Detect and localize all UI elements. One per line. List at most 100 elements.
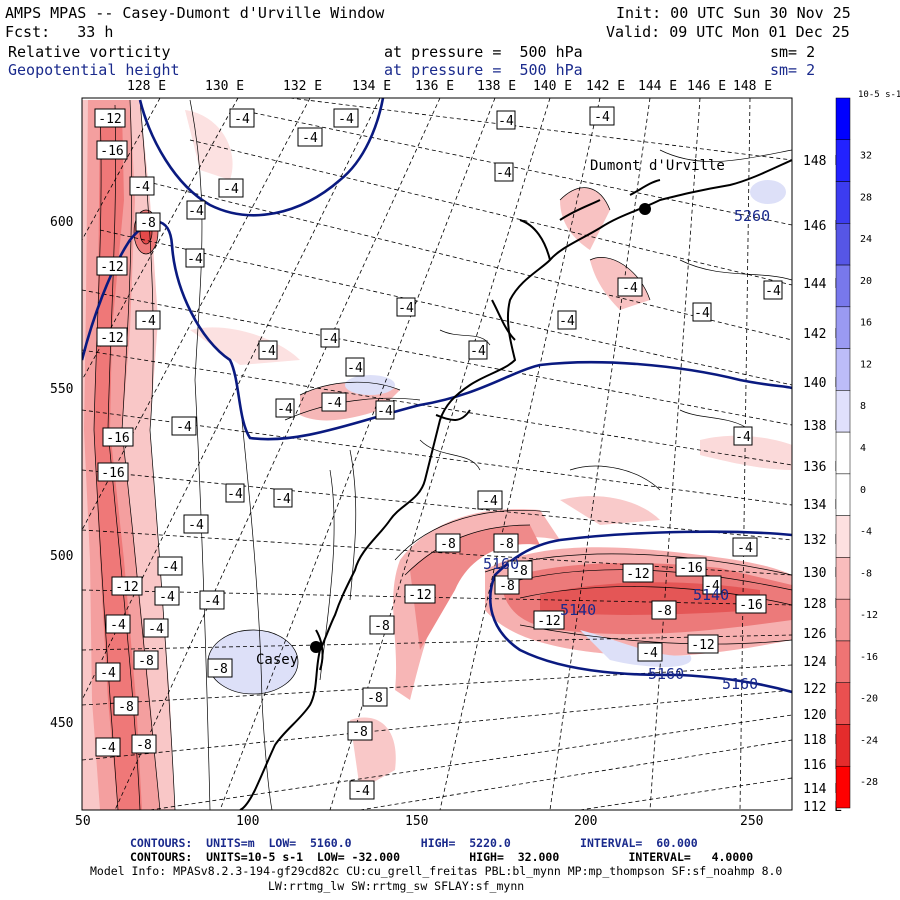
lon-label: 134 E <box>352 79 392 94</box>
svg-text:-4: -4 <box>322 332 338 347</box>
svg-text:-8: -8 <box>138 654 154 669</box>
colorbar-label: 16 <box>860 318 872 329</box>
colorbar-swatch <box>835 223 851 266</box>
svg-text:-4: -4 <box>223 182 239 197</box>
colorbar-label: -28 <box>860 777 878 788</box>
svg-text:-4: -4 <box>148 622 164 637</box>
svg-text:-4: -4 <box>260 344 276 359</box>
model-info: Model Info: MPASv8.2.3-194-gf29cd82c CU:… <box>90 864 783 878</box>
lon-label: 142 E <box>586 79 626 94</box>
svg-text:-4: -4 <box>188 518 204 533</box>
svg-text:Casey: Casey <box>256 652 298 668</box>
colorbar-swatch <box>835 724 851 767</box>
svg-text:-4: -4 <box>470 344 486 359</box>
svg-text:-4: -4 <box>275 492 291 507</box>
svg-text:-12: -12 <box>626 567 649 582</box>
lon-label: 138 E <box>477 79 517 94</box>
svg-text:-4: -4 <box>188 204 204 219</box>
colorbar-label: -12 <box>860 610 878 621</box>
svg-text:-4: -4 <box>704 579 720 594</box>
svg-text:-4: -4 <box>347 361 363 376</box>
colorbar-unit: 10-5 s-1 <box>858 90 900 100</box>
map-title: AMPS MPAS -- Casey-Dumont d'Urville Wind… <box>5 4 385 22</box>
colorbar-swatch <box>835 431 851 475</box>
colorbar-swatch <box>835 139 851 182</box>
svg-text:-4: -4 <box>482 494 498 509</box>
svg-text:-4: -4 <box>100 666 116 681</box>
coastline <box>239 159 792 810</box>
grid-x-label: 100 <box>236 814 260 829</box>
svg-text:-4: -4 <box>594 110 610 125</box>
lon-label: 146 E <box>687 79 727 94</box>
svg-text:-4: -4 <box>377 404 393 419</box>
forecast-hour: Fcst: 33 h <box>5 23 114 41</box>
svg-text:-16: -16 <box>739 598 762 613</box>
svg-text:-4: -4 <box>354 784 370 799</box>
svg-text:-8: -8 <box>656 604 672 619</box>
svg-text:-4: -4 <box>735 430 751 445</box>
svg-text:-8: -8 <box>212 662 228 677</box>
station-casey: Casey <box>256 641 322 668</box>
colorbar-label: 0 <box>860 485 866 496</box>
colorbar-swatch <box>835 264 851 308</box>
colorbar-swatch <box>835 557 851 600</box>
field1-smoothing: sm= 2 <box>770 43 816 61</box>
svg-text:-4: -4 <box>159 590 175 605</box>
svg-text:-12: -12 <box>408 588 431 603</box>
grid-y-label: 600 <box>50 215 74 230</box>
svg-text:-12: -12 <box>98 112 121 127</box>
lon-label: 144 E <box>638 79 678 94</box>
svg-text:-8: -8 <box>118 700 134 715</box>
colorbar-swatch <box>835 598 851 642</box>
svg-text:-4: -4 <box>100 741 116 756</box>
svg-text:Dumont d'Urville: Dumont d'Urville <box>590 158 725 174</box>
lon-label: 130 E <box>205 79 245 94</box>
svg-text:-4: -4 <box>227 487 243 502</box>
svg-text:-16: -16 <box>679 561 702 576</box>
svg-text:-4: -4 <box>277 402 293 417</box>
colorbar-swatch <box>835 682 851 725</box>
svg-text:-12: -12 <box>537 614 560 629</box>
svg-text:-8: -8 <box>498 537 514 552</box>
svg-text:-8: -8 <box>140 216 156 231</box>
field2-name: Geopotential height <box>8 61 180 79</box>
svg-text:-4: -4 <box>187 252 203 267</box>
grid-x-label: 150 <box>405 814 429 829</box>
svg-text:-8: -8 <box>352 725 368 740</box>
svg-text:-16: -16 <box>106 431 129 446</box>
colorbar-swatch <box>835 473 851 516</box>
grid-y-label: 550 <box>50 382 74 397</box>
colorbar-swatch <box>835 765 851 809</box>
colorbar-label: 12 <box>860 359 872 370</box>
svg-text:-16: -16 <box>101 466 124 481</box>
height-contour-info: CONTOURS: UNITS=m LOW= 5160.0 HIGH= 5220… <box>130 836 698 850</box>
grid-y-label: 450 <box>50 716 74 731</box>
lon-label: 140 E <box>533 79 573 94</box>
colorbar-label: -4 <box>860 527 872 538</box>
svg-text:-4: -4 <box>134 180 150 195</box>
colorbar-swatch <box>835 640 851 683</box>
lon-label: 136 E <box>415 79 455 94</box>
colorbar-swatch <box>835 97 851 141</box>
height-contour-labels: 5260 5160 5140 5140 5160 5160 <box>483 207 770 693</box>
colorbar-label: -24 <box>860 735 878 746</box>
svg-text:-12: -12 <box>115 580 138 595</box>
colorbar-swatch <box>835 390 851 433</box>
svg-text:-4: -4 <box>234 112 250 127</box>
svg-text:-4: -4 <box>338 112 354 127</box>
grid-x-label: 50 <box>75 814 91 829</box>
grid-y-label: 500 <box>50 549 74 564</box>
svg-text:-4: -4 <box>162 560 178 575</box>
svg-text:5140: 5140 <box>560 601 596 619</box>
svg-text:-12: -12 <box>100 331 123 346</box>
colorbar-label: 20 <box>860 276 872 287</box>
field1-name: Relative vorticity <box>8 43 171 61</box>
svg-text:-4: -4 <box>496 166 512 181</box>
grid-x-label: 250 <box>740 814 764 829</box>
svg-text:-4: -4 <box>176 420 192 435</box>
svg-text:-4: -4 <box>559 314 575 329</box>
svg-text:-4: -4 <box>110 618 126 633</box>
station-dumont-durville: Dumont d'Urville <box>590 158 725 215</box>
valid-time: Valid: 09 UTC Mon 01 Dec 25 <box>606 23 850 41</box>
